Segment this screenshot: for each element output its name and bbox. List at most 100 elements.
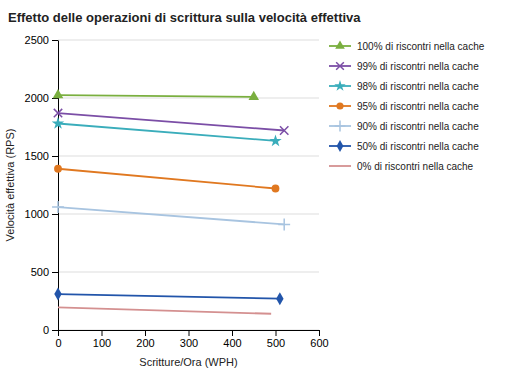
tick-label: 0 <box>55 337 61 349</box>
legend-item: 0% di riscontri nella cache <box>329 161 474 172</box>
legend-label: 0% di riscontri nella cache <box>357 161 474 172</box>
line <box>58 113 284 130</box>
tick-mark <box>319 330 320 336</box>
legend-label: 98% di riscontri nella cache <box>357 81 479 92</box>
point <box>276 292 283 305</box>
legend-label: 95% di riscontri nella cache <box>357 101 479 112</box>
legend-marker <box>335 121 346 132</box>
title: Effetto delle operazioni di scrittura su… <box>8 10 361 25</box>
series <box>54 109 289 135</box>
legend-marker <box>334 80 345 91</box>
point <box>278 219 290 231</box>
legend-item: 95% di riscontri nella cache <box>329 101 479 112</box>
y-axis-title: Velocità effettiva (RPS) <box>4 129 16 242</box>
grid-line <box>58 98 319 99</box>
tick: 200 <box>136 330 154 349</box>
tick-mark <box>52 214 58 215</box>
series <box>54 288 283 306</box>
tick: 0 <box>43 324 58 336</box>
tick: 400 <box>223 330 241 349</box>
tick-mark <box>52 40 58 41</box>
tick-mark <box>58 330 59 336</box>
tick: 500 <box>31 266 58 278</box>
series <box>52 117 282 146</box>
axis-line <box>58 41 59 331</box>
tick: 0 <box>55 330 61 349</box>
line <box>58 307 271 313</box>
grid <box>58 40 319 330</box>
series <box>58 307 271 313</box>
legend-marker <box>335 40 345 48</box>
tick-label: 500 <box>31 266 49 278</box>
point <box>52 201 64 213</box>
point <box>53 89 64 98</box>
point <box>52 117 64 129</box>
line <box>58 124 276 141</box>
plot: 0 100 200 300 400 500 600 0 500 1000 1500 2000 2500 S… <box>4 34 329 368</box>
tick: 2500 <box>25 34 58 46</box>
legend-item: 100% di riscontri nella cache <box>329 40 485 51</box>
tick-label: 1500 <box>25 150 49 162</box>
legend-label: 50% di riscontri nella cache <box>357 141 479 152</box>
tick-label: 300 <box>180 337 198 349</box>
tick-label: 2500 <box>25 34 49 46</box>
grid-line <box>58 214 319 215</box>
tick-label: 500 <box>267 337 285 349</box>
y-axis: 0 500 1000 1500 2000 2500 <box>25 34 59 336</box>
tick-label: 600 <box>310 337 328 349</box>
marks <box>52 89 290 314</box>
point <box>54 109 62 117</box>
tick-label: 400 <box>223 337 241 349</box>
point <box>280 126 288 134</box>
point <box>269 134 281 146</box>
line <box>58 294 280 299</box>
line <box>58 207 284 224</box>
legend: 100% di riscontri nella cache 99% di risc… <box>329 40 485 171</box>
legend-label: 100% di riscontri nella cache <box>357 41 485 52</box>
point <box>248 91 259 100</box>
tick-label: 100 <box>93 337 111 349</box>
tick-label: 0 <box>43 324 49 336</box>
line <box>58 95 254 97</box>
legend-item: 50% di riscontri nella cache <box>329 140 479 152</box>
tick: 1500 <box>25 150 58 162</box>
grid-line <box>58 272 319 273</box>
legend-item: 98% di riscontri nella cache <box>329 80 479 91</box>
x-axis-title: Scritture/Ora (WPH) <box>139 356 237 368</box>
grid-line <box>58 156 319 157</box>
legend-swatch <box>329 165 351 167</box>
tick-mark <box>52 98 58 99</box>
tick-mark <box>145 330 146 336</box>
tick: 600 <box>310 330 328 349</box>
tick-mark <box>52 330 58 331</box>
tick-mark <box>52 272 58 273</box>
tick-mark <box>52 156 58 157</box>
tick-mark <box>189 330 190 336</box>
tick: 100 <box>93 330 111 349</box>
chart: Effetto delle operazioni di scrittura su… <box>0 0 516 375</box>
tick-label: 1000 <box>25 208 49 220</box>
line <box>58 169 276 189</box>
series <box>53 89 259 100</box>
legend-marker <box>336 62 344 70</box>
legend-label: 99% di riscontri nella cache <box>357 61 479 72</box>
x-axis: 0 100 200 300 400 500 600 <box>55 330 328 349</box>
point <box>54 165 62 173</box>
legend-marker <box>336 102 343 109</box>
tick-mark <box>276 330 277 336</box>
legend-item: 99% di riscontri nella cache <box>329 61 479 72</box>
legend-item: 90% di riscontri nella cache <box>329 121 479 132</box>
point <box>272 185 280 193</box>
legend-marker <box>337 140 344 152</box>
tick-mark <box>232 330 233 336</box>
tick-label: 200 <box>136 337 154 349</box>
series <box>52 201 290 230</box>
tick-label: 2000 <box>25 92 49 104</box>
tick-mark <box>102 330 103 336</box>
tick: 300 <box>180 330 198 349</box>
tick: 1000 <box>25 208 58 220</box>
series <box>54 165 279 193</box>
tick: 500 <box>267 330 285 349</box>
point <box>54 288 61 301</box>
legend-label: 90% di riscontri nella cache <box>357 121 479 132</box>
